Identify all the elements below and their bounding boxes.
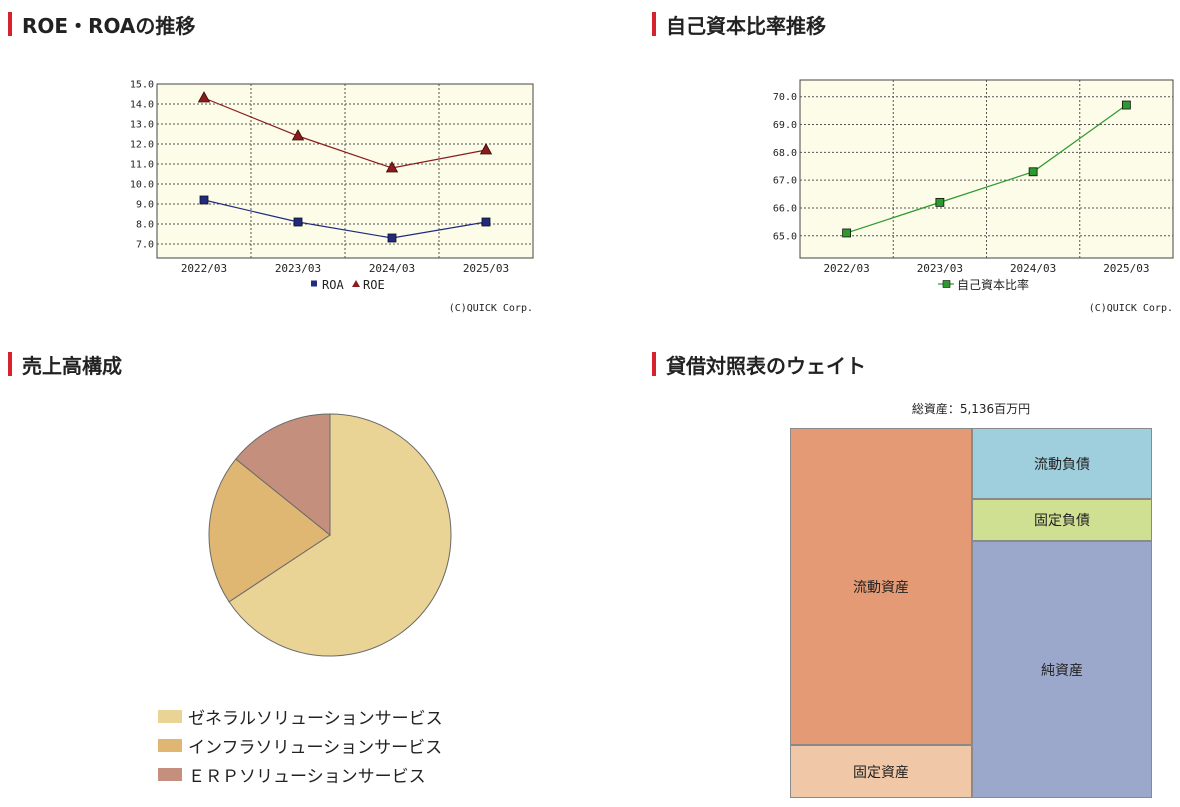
x-tick-label: 2024/03 <box>1010 262 1056 275</box>
data-point-ROA <box>199 195 209 205</box>
legend-swatch <box>158 738 182 752</box>
balance-block-固定資産: 固定資産 <box>790 745 972 798</box>
x-tick-label: 2023/03 <box>917 262 963 275</box>
heading-accent-bar <box>8 12 12 36</box>
data-point-自己資本比率 <box>842 228 852 238</box>
data-point-ROE <box>479 143 493 155</box>
plot-area <box>156 83 534 259</box>
y-tick-label: 14.0 <box>130 100 154 111</box>
legend-label: ＥＲＰソリューションサービス <box>188 766 426 787</box>
y-tick-label: 10.0 <box>130 180 154 191</box>
data-point-ROE <box>385 161 399 173</box>
data-point-ROA <box>387 233 397 243</box>
y-tick-label: 67.0 <box>773 176 797 187</box>
y-tick-label: 66.0 <box>773 203 797 214</box>
x-tick-label: 2025/03 <box>463 262 509 275</box>
pie-slice-インフラソリューションサービス <box>208 458 331 603</box>
data-point-ROA <box>481 217 491 227</box>
equity-ratio-title: 自己資本比率推移 <box>666 13 826 38</box>
pie-slice-ゼネラルソリューションサービス <box>228 413 452 657</box>
y-tick-label: 65.0 <box>773 231 797 242</box>
x-tick-label: 2022/03 <box>823 262 869 275</box>
sales-composition-title: 売上高構成 <box>22 353 122 378</box>
balance-sheet-heading: 貸借対照表のウェイト <box>652 350 866 378</box>
legend-label-ROA: ROA <box>322 278 344 292</box>
x-tick-label: 2022/03 <box>181 262 227 275</box>
y-tick-label: 70.0 <box>773 92 797 103</box>
roe-roa-heading: ROE・ROAの推移 <box>8 10 195 38</box>
balance-block-流動負債: 流動負債 <box>972 428 1152 499</box>
legend-item: ＥＲＰソリューションサービス <box>158 762 426 787</box>
legend-marker-ROA <box>311 280 317 287</box>
legend-label: インフラソリューションサービス <box>188 737 443 758</box>
x-tick-label: 2025/03 <box>1103 262 1149 275</box>
copyright-text: (C)QUICK Corp. <box>449 303 533 314</box>
heading-accent-bar <box>652 12 656 36</box>
y-tick-label: 8.0 <box>136 220 154 231</box>
heading-accent-bar <box>8 352 12 376</box>
balance-block-label: 流動資産 <box>853 579 909 596</box>
equity-ratio-heading: 自己資本比率推移 <box>652 10 826 38</box>
legend-marker-自己資本比率 <box>942 280 951 288</box>
legend-swatch <box>158 767 182 781</box>
legend-label: ゼネラルソリューションサービス <box>188 708 443 729</box>
series-line-ROA <box>203 199 487 239</box>
chart-legend: ROA ROE <box>311 278 385 292</box>
y-tick-label: 69.0 <box>773 120 797 131</box>
total-assets-label: 総資産：5,136百万円 <box>911 402 1031 416</box>
balance-sheet-title: 貸借対照表のウェイト <box>666 353 866 378</box>
legend-marker-ROE <box>352 280 360 287</box>
series-line-ROE <box>203 97 487 169</box>
y-tick-label: 68.0 <box>773 148 797 159</box>
balance-block-label: 純資産 <box>1041 662 1083 679</box>
data-point-ROE <box>197 91 211 103</box>
heading-accent-bar <box>652 352 656 376</box>
equity-ratio-line-chart: 70.0 69.0 68.0 67.0 66.0 65.0 2022/03 2023/03 20… <box>773 79 1174 314</box>
y-tick-label: 12.0 <box>130 140 154 151</box>
y-tick-label: 13.0 <box>130 120 154 131</box>
copyright-text: (C)QUICK Corp. <box>1089 303 1173 314</box>
x-tick-label: 2024/03 <box>369 262 415 275</box>
balance-sheet-chart: 流動資産固定資産 流動負債固定負債純資産 <box>790 428 1152 798</box>
data-point-自己資本比率 <box>1028 167 1038 177</box>
balance-block-固定負債: 固定負債 <box>972 499 1152 541</box>
y-tick-label: 11.0 <box>130 160 154 171</box>
roe-roa-title: ROE・ROAの推移 <box>22 13 196 38</box>
balance-block-label: 固定資産 <box>853 764 909 781</box>
pie-slice-ＥＲＰソリューションサービス <box>235 413 331 537</box>
y-tick-label: 7.0 <box>136 240 154 251</box>
balance-block-label: 固定負債 <box>1034 513 1090 529</box>
balance-block-流動資産: 流動資産 <box>790 428 972 745</box>
chart-legend: 自己資本比率 <box>938 277 1029 292</box>
data-point-自己資本比率 <box>935 197 945 207</box>
data-point-ROA <box>293 217 303 227</box>
legend-label-自己資本比率: 自己資本比率 <box>957 277 1029 292</box>
balance-block-label: 流動負債 <box>1034 456 1090 473</box>
data-point-ROE <box>291 129 305 141</box>
series-line-自己資本比率 <box>846 104 1127 234</box>
balance-block-純資産: 純資産 <box>972 541 1152 798</box>
legend-item: インフラソリューションサービス <box>158 733 443 758</box>
legend-swatch <box>158 709 182 723</box>
legend-item: ゼネラルソリューションサービス <box>158 704 443 729</box>
sales-composition-pie-chart <box>208 413 452 657</box>
y-tick-label: 15.0 <box>130 80 154 91</box>
roe-roa-line-chart: 15.0 14.0 13.0 12.0 11.0 10.0 9.0 8.0 7.0 2022/03… <box>130 80 534 314</box>
legend-label-ROE: ROE <box>363 278 385 292</box>
sales-composition-heading: 売上高構成 <box>8 350 122 378</box>
x-tick-label: 2023/03 <box>275 262 321 275</box>
y-tick-label: 9.0 <box>136 200 154 211</box>
data-point-自己資本比率 <box>1121 100 1131 110</box>
